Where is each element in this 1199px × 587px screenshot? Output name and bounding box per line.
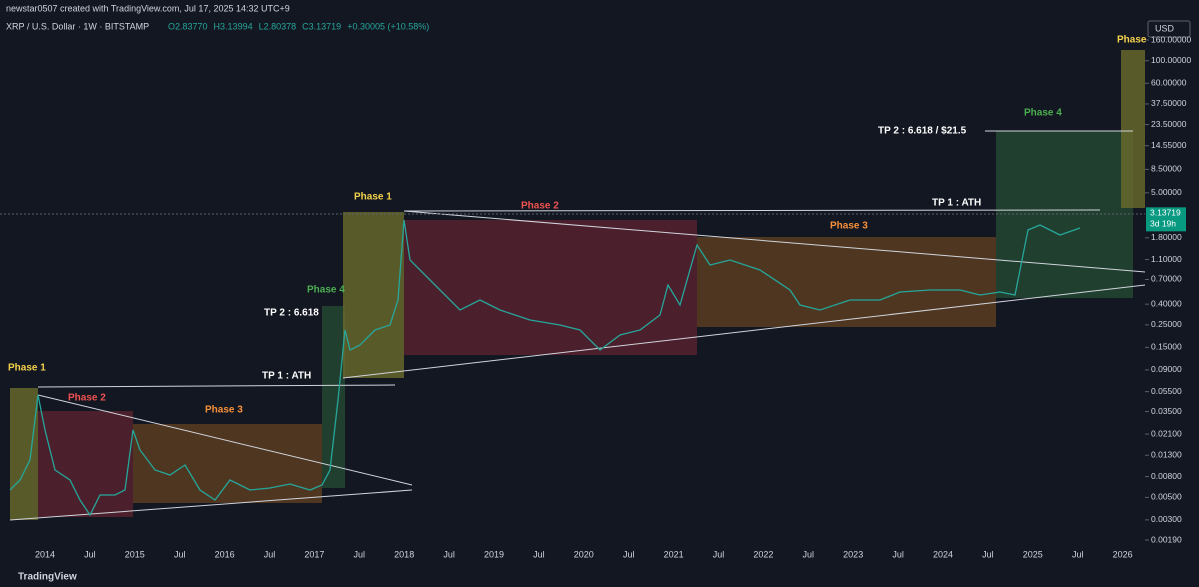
time-label: Jul [174,549,186,559]
time-label: 2019 [484,549,504,559]
countdown: 3d 19h [1150,219,1176,229]
time-label: Jul [623,549,635,559]
time-label: 2021 [664,549,684,559]
time-label: 2023 [843,549,863,559]
credit: newstar0507 created with TradingView.com… [6,3,290,13]
brand: TradingView [18,572,77,583]
price-path [9,219,1081,517]
ohlc-value: H3.13994 [214,21,253,31]
price-tick-label: 1.10000 [1151,254,1182,264]
price-tick-label: 0.00800 [1151,471,1182,481]
zone [404,220,697,355]
annotation: TP 1 : ATH [262,371,311,382]
annotation: Phase 4 [1024,108,1062,119]
price-tick-label: 0.00300 [1151,514,1182,524]
time-label: Jul [354,549,366,559]
price-tick-label: 8.50000 [1151,164,1182,174]
annotation: Phase 4 [307,285,345,296]
time-label: 2020 [574,549,594,559]
time-label: Jul [533,549,545,559]
last-price: 3.13719 [1150,208,1181,218]
annotation: TP 1 : ATH [932,198,981,209]
time-label: 2024 [933,549,953,559]
price-axis [1145,0,1199,587]
time-label: 2022 [753,549,773,559]
price-tick-label: 0.05500 [1151,386,1182,396]
annotation: Phase 2 [68,393,106,404]
last-price-box [1146,207,1186,232]
zone [343,212,404,378]
price-tick-label: 14.55000 [1151,140,1187,150]
annotation: TP 2 : 6.618 / $21.5 [878,126,967,137]
price-tick-label: 160.00000 [1151,34,1191,44]
annotation: Phase 3 [205,405,243,416]
trend-line [403,209,1101,212]
price-tick-label: 23.50000 [1151,119,1187,129]
annotation: TP 2 : 6.618 [264,308,319,319]
trend-line [342,284,1146,379]
price-tick-label: 0.40000 [1151,298,1182,308]
annotation: Phase 1 [8,363,46,374]
trend-lines [0,130,1146,521]
zone [1121,50,1145,208]
price-tick-label: 1.80000 [1151,232,1182,242]
time-label: 2016 [215,549,235,559]
price-tick-label: 60.00000 [1151,77,1187,87]
price-tick-label: 100.00000 [1151,55,1191,65]
price-tick-label: 5.00000 [1151,187,1182,197]
trend-line [9,489,413,521]
ohlc-value: C3.13719 [302,21,341,31]
zone [697,237,996,327]
ohlc-value: L2.80378 [259,21,297,31]
ohlc-value: +0.30005 (+10.58%) [347,21,429,31]
price-tick-label: 0.01300 [1151,449,1182,459]
time-label: Jul [803,549,815,559]
time-label: Jul [713,549,725,559]
ohlc-value: O2.83770 [168,21,208,31]
price-tick-label: 0.02100 [1151,428,1182,438]
symbol: XRP / U.S. Dollar · 1W · BITSTAMP [6,21,149,31]
time-label: Jul [443,549,455,559]
time-label: Jul [264,549,276,559]
time-label: Jul [982,549,994,559]
zone [38,411,133,517]
zones [10,50,1145,520]
time-label: 2014 [35,549,55,559]
price-tick-label: 0.15000 [1151,342,1182,352]
price-tick-label: 0.09000 [1151,364,1182,374]
time-label: 2018 [394,549,414,559]
trend-line [37,394,413,486]
trend-line [37,384,396,388]
currency: USD [1155,23,1175,33]
price-tick-label: 0.00500 [1151,492,1182,502]
price-tick-label: 0.25000 [1151,319,1182,329]
zone [133,424,322,503]
zone [322,306,345,488]
time-label: Jul [1072,549,1084,559]
annotation: Phase 3 [830,221,868,232]
annotation: Phase [1117,35,1147,46]
currency-box [1147,20,1191,38]
price-tick-label: 0.70000 [1151,274,1182,284]
zone [10,388,38,520]
annotation: Phase 1 [354,192,392,203]
price-tick-label: 0.03500 [1151,406,1182,416]
price-tick-label: 37.50000 [1151,98,1187,108]
annotation: Phase 2 [521,201,559,212]
time-label: Jul [84,549,96,559]
time-label: 2017 [304,549,324,559]
price-tick-label: 0.00190 [1151,534,1182,544]
time-label: Jul [892,549,904,559]
time-label: 2026 [1113,549,1133,559]
footer [0,565,1199,587]
time-label: 2025 [1023,549,1043,559]
time-label: 2015 [125,549,145,559]
